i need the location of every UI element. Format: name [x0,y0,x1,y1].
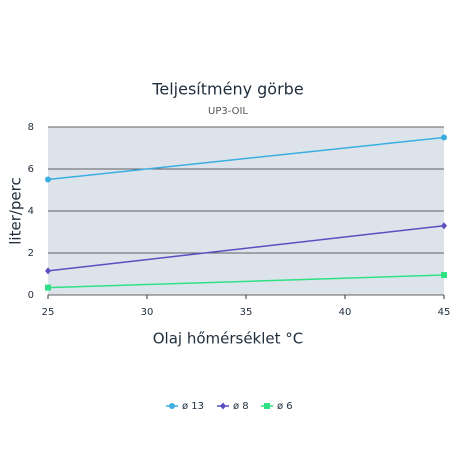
x-tick-label: 35 [240,307,253,318]
y-tick-label: 8 [28,122,34,133]
series-line [47,274,445,289]
chart-title: Teljesítmény görbe [151,80,303,99]
legend-label: ø 13 [182,401,204,412]
x-tick-label: 25 [42,307,55,318]
x-tick-label: 30 [141,307,154,318]
legend-marker [220,402,226,410]
y-tick-label: 4 [28,206,34,217]
y-tick-label: 2 [28,248,34,259]
series-line [47,224,445,272]
data-point [45,267,51,275]
legend-marker [169,403,175,409]
x-tick-label: 45 [438,307,451,318]
y-tick-label: 6 [28,164,34,175]
y-axis-label: liter/perc [7,177,25,245]
data-point [441,134,447,141]
chart-subtitle: UP3-OIL [208,106,248,117]
data-point [45,284,51,291]
data-point [441,222,447,230]
data-point [45,176,51,183]
data-point [441,272,447,279]
series-line [47,136,445,181]
legend-marker [264,403,270,409]
legend-label: ø 8 [233,401,249,412]
legend-label: ø 6 [277,401,293,412]
x-axis-label: Olaj hőmérséklet °C [153,330,304,348]
x-tick-label: 40 [339,307,352,318]
y-tick-label: 0 [28,290,34,301]
